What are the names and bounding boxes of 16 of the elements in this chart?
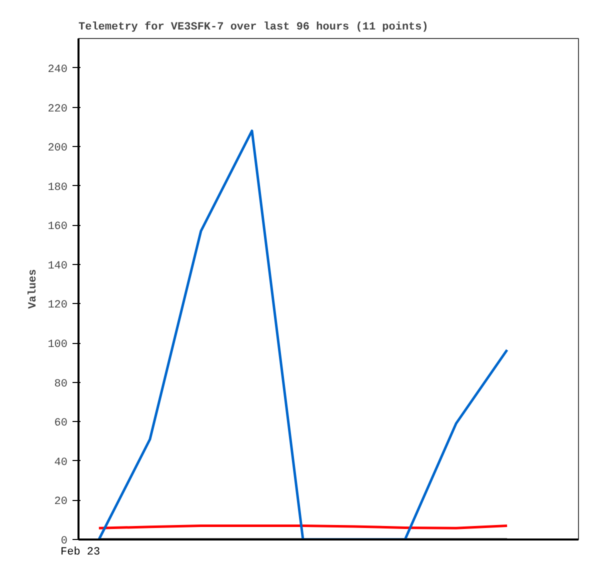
y-tick-label: 180 [48,182,68,194]
y-tick-label: 160 [48,221,68,234]
y-tick-label: 40 [54,456,68,469]
y-tick-label: 100 [48,339,68,352]
chart-title: Telemetry for VE3SFK-7 over last 96 hours (11 points) [78,20,428,34]
y-tick-label: 0 [60,536,68,548]
text: Feb 23 [60,546,100,558]
y-tick-label: 20 [54,496,68,508]
y-tick-label: 200 [48,142,68,155]
y-tick-label: 240 [48,64,68,76]
y-tick-label: 140 [48,260,68,272]
y-tick-label: 80 [54,378,68,390]
y-tick-label: 60 [54,418,68,430]
y-axis-title: Values [28,269,40,309]
y-tick-label: 220 [48,103,68,116]
y-tick-label: 120 [48,300,68,312]
